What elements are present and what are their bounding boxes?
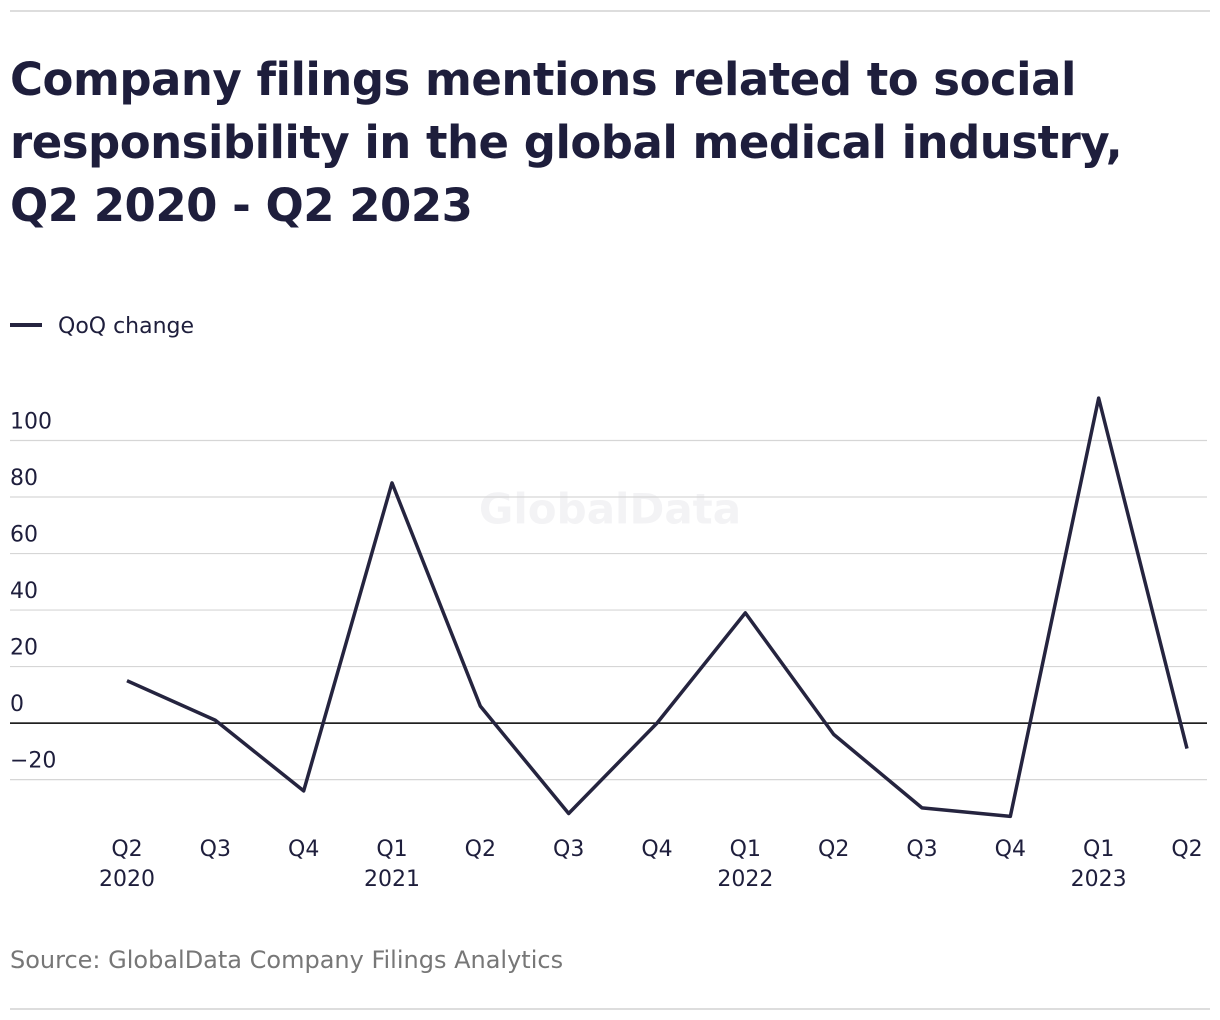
x-tick-label: Q1 [730,837,761,862]
x-tick-label: Q2 [1171,837,1202,862]
y-tick-label: 80 [10,466,38,491]
line [126,396,1189,819]
x-tick-label: Q3 [553,837,584,862]
y-tick-label: −20 [10,749,56,774]
source: Source: GlobalData Company Filings Analy… [10,946,563,974]
x-tick-label: Q2 [465,837,496,862]
x-tick-label: Q4 [995,837,1026,862]
x-tick-year: 2023 [1071,867,1127,892]
x-tick-label: Q3 [200,837,231,862]
y-tick-label: 40 [10,579,38,604]
x-tick-year: 2020 [99,867,155,892]
legend-label: QoQ change [58,314,194,339]
x-tick-label: Q4 [641,837,672,862]
x-tick-label: Q1 [1083,837,1114,862]
x-tick-label: Q4 [288,837,319,862]
x-tick-year: 2022 [717,867,773,892]
watermark: GlobalData [479,485,741,534]
x-tick-label: Q2 [111,837,142,862]
x-tick-label: Q3 [906,837,937,862]
y-tick-label: 0 [10,692,24,717]
chart-title: Company filings mentions related to soci… [10,53,1123,232]
y-tick-label: 20 [10,636,38,661]
y-tick-label: 60 [10,523,38,548]
x-tick-year: 2021 [364,867,420,892]
y-tick-label: 100 [10,410,52,435]
x-tick-label: Q1 [376,837,407,862]
x-tick-label: Q2 [818,837,849,862]
